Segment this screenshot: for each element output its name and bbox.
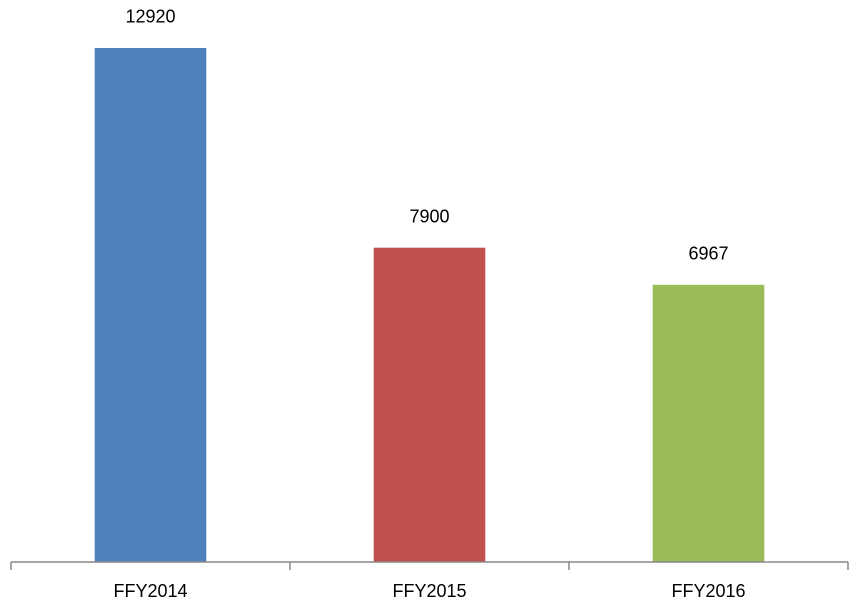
- bar: [94, 47, 207, 563]
- data-label: 12920: [125, 7, 175, 27]
- x-tick-label: FFY2016: [671, 581, 745, 601]
- bar: [373, 247, 486, 562]
- x-tick-label: FFY2015: [392, 581, 466, 601]
- data-label: 7900: [409, 206, 449, 226]
- x-tick-label: FFY2014: [113, 581, 187, 601]
- data-label: 6967: [688, 244, 728, 264]
- bar: [652, 284, 765, 562]
